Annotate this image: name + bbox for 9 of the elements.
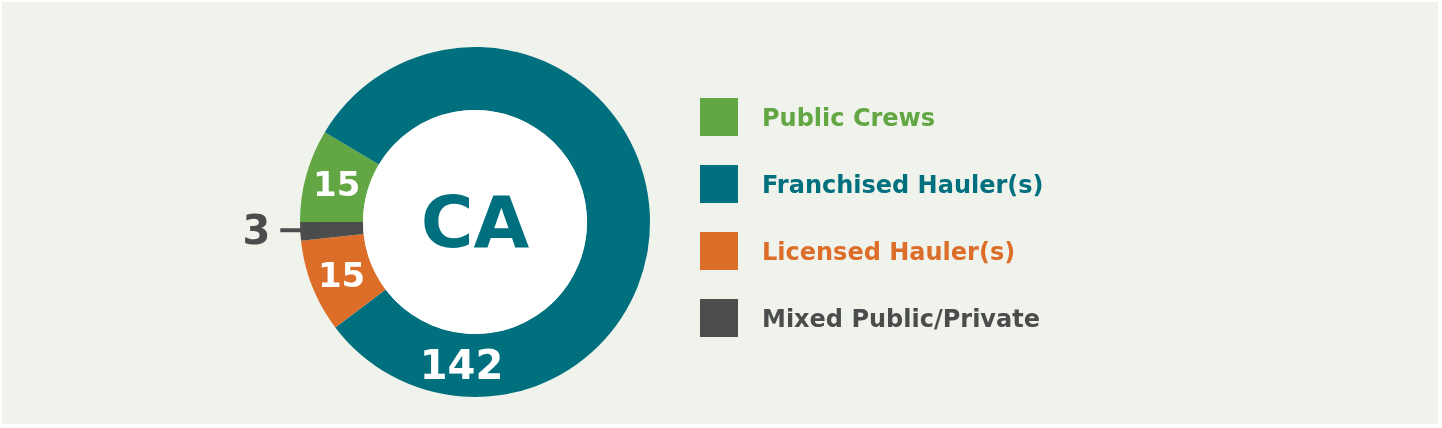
legend-label: Public Crews [762,104,936,132]
text: CA [420,180,530,264]
legend-label: Franchised Hauler(s) [762,171,1044,199]
data-label: 142 [419,341,504,388]
data-label: 3 [242,207,271,254]
legend-label: Mixed Public/Private [762,305,1040,333]
legend-label: Licensed Hauler(s) [762,238,1016,266]
data-label: 15 [317,254,366,295]
data-label: 15 [313,163,361,204]
